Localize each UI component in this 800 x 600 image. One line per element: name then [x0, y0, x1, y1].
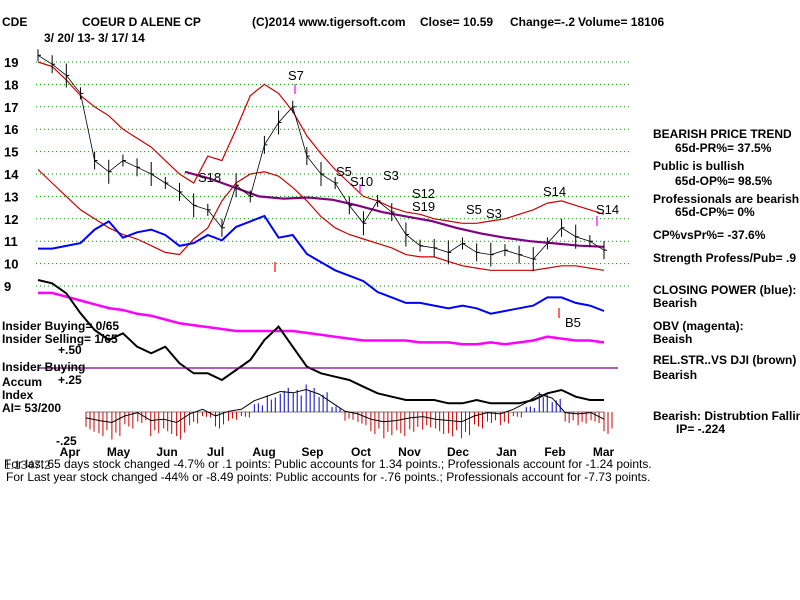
closing-power-label: CLOSING POWER (blue): — [653, 283, 796, 297]
ticker: CDE — [2, 15, 27, 29]
change-value: Change=-.2 — [510, 15, 575, 29]
y-tick-16: 16 — [4, 122, 18, 137]
y-tick-11: 11 — [4, 234, 18, 249]
footer-overprint: 1.1347.2 — [4, 458, 51, 472]
month-label-may: May — [107, 445, 131, 459]
signal-s7: S7 — [288, 68, 304, 83]
professionals-bearish: Professionals are bearish — [653, 192, 799, 206]
month-label-jul: Jul — [207, 445, 224, 459]
month-label-mar: Mar — [593, 445, 615, 459]
y-tick-15: 15 — [4, 145, 18, 160]
site-credit: (C)2014 www.tigersoft.com — [252, 15, 406, 29]
relstr-state: Bearish — [653, 368, 697, 382]
price-line — [37, 54, 605, 260]
bearish-price-trend: BEARISH PRICE TREND — [653, 127, 792, 141]
public-bullish: Public is bullish — [653, 159, 744, 173]
signal-s5: S5 — [466, 202, 482, 217]
month-label-feb: Feb — [544, 445, 565, 459]
distribution-label: Bearish: Distrubtion Falling — [653, 409, 800, 423]
signal-s18: S18 — [198, 170, 221, 185]
month-label-aug: Aug — [252, 445, 275, 459]
y-tick-17: 17 — [4, 100, 18, 115]
obv-line — [38, 291, 605, 346]
month-label-oct: Oct — [351, 445, 371, 459]
lower-band-line — [37, 169, 605, 271]
month-label-dec: Dec — [447, 445, 469, 459]
y-tick-13: 13 — [4, 189, 18, 204]
signal-s14: S14 — [543, 184, 566, 199]
signal-s12: S12 — [412, 186, 435, 201]
op-percent: 65d-OP%= 98.5% — [675, 174, 772, 188]
moving-average-line — [184, 170, 605, 248]
y-tick-19: 19 — [4, 55, 18, 70]
accum-label: Accum — [2, 375, 42, 389]
price-axis-ticks: 19 18 17 16 15 14 13 12 11 10 9 — [4, 55, 19, 294]
month-axis: Apr May Jun Jul Aug Sep Oct Nov Dec Jan Feb Mar — [60, 445, 615, 459]
cp-percent: 65d-CP%= 0% — [675, 205, 755, 219]
insider-buying-line-label: Insider Buying — [2, 360, 85, 374]
price-gridlines — [36, 61, 632, 287]
y-tick-9: 9 — [4, 279, 11, 294]
signal-s19: S19 — [412, 199, 435, 214]
closing-power-state: Bearish — [653, 296, 697, 310]
volume-value: Volume= 18106 — [578, 15, 664, 29]
footer-line-65d: For last 65 days stock changed -4.7% or … — [4, 457, 652, 471]
price-series — [37, 49, 607, 272]
accum-average-line — [85, 388, 605, 424]
month-label-nov: Nov — [398, 445, 421, 459]
ip-value: IP= -.224 — [676, 422, 725, 436]
date-range: 3/ 20/ 13- 3/ 17/ 14 — [44, 31, 145, 45]
ai-label: AI= 53/200 — [2, 401, 61, 415]
closing-power-line — [38, 214, 605, 315]
signal-s3: S3 — [486, 206, 502, 221]
month-label-sep: Sep — [301, 445, 323, 459]
cp-vs-pr: CP%vsPr%= -37.6% — [653, 228, 766, 242]
accum-scale-mid: +.25 — [58, 373, 82, 387]
relstr-line — [37, 279, 604, 405]
pr-percent: 65d-PR%= 37.5% — [675, 141, 772, 155]
insider-selling-label: Insider Selling= 1/65 — [2, 332, 118, 346]
indicator-lines — [37, 214, 618, 405]
signal-s14: S14 — [596, 202, 619, 217]
signal-s5: S5 — [336, 164, 352, 179]
month-label-jan: Jan — [496, 445, 517, 459]
signal-s3: S3 — [383, 168, 399, 183]
relstr-label: REL.STR..VS DJI (brown) — [653, 353, 796, 367]
strength-profess-pub: Strength Profess/Pub= .9 — [653, 251, 796, 265]
y-tick-18: 18 — [4, 77, 18, 92]
insider-buying-label: Insider Buying= 0/65 — [2, 319, 119, 333]
index-label: Index — [2, 388, 34, 402]
accumulation-histogram — [85, 384, 613, 440]
obv-state: Beaish — [653, 332, 692, 346]
accum-scale-bottom: -.25 — [56, 434, 77, 448]
footer-line-year: For Last year stock changed -44% or -8.4… — [6, 470, 650, 484]
company-name: COEUR D ALENE CP — [82, 15, 201, 29]
signal-b5: B5 — [565, 315, 581, 330]
y-tick-10: 10 — [4, 257, 18, 272]
month-label-jun: Jun — [156, 445, 177, 459]
obv-label: OBV (magenta): — [653, 319, 744, 333]
month-label-apr: Apr — [60, 445, 81, 459]
y-tick-14: 14 — [4, 167, 19, 182]
y-tick-12: 12 — [4, 212, 18, 227]
signal-s10: S10 — [350, 174, 373, 189]
accum-scale-top: +.50 — [58, 343, 82, 357]
close-value: Close= 10.59 — [420, 15, 493, 29]
upper-band-line — [37, 61, 605, 224]
